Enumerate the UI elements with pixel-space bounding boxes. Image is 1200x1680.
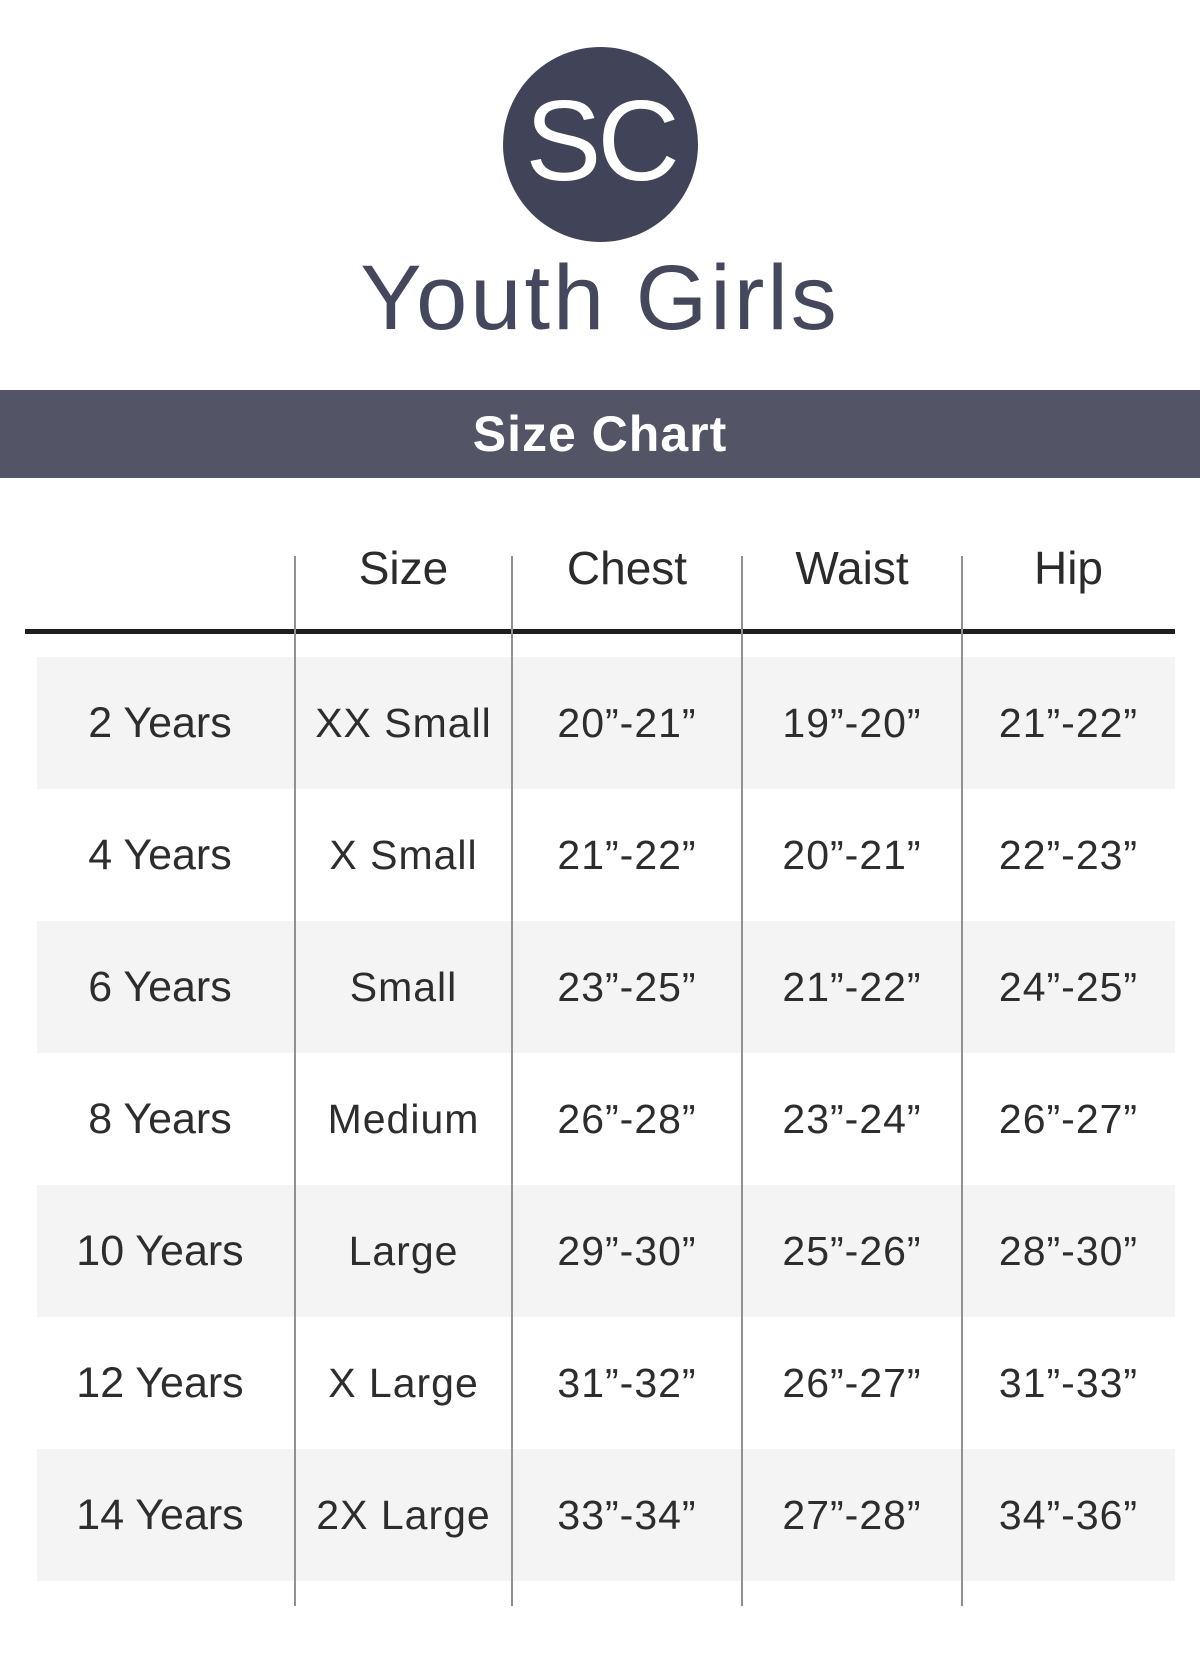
cell-waist: 23”-24”: [782, 1095, 922, 1142]
cell-hip: 26”-27”: [998, 1095, 1139, 1142]
cell-waist: 20”-21”: [782, 831, 922, 878]
size-chart-banner: Size Chart: [0, 390, 1200, 478]
cell-size: X Large: [328, 1359, 479, 1406]
cell-age: 8 Years: [88, 1094, 232, 1143]
column-header-size: Size: [358, 542, 449, 594]
cell-hip: 31”-33”: [998, 1359, 1139, 1406]
cell-hip: 22”-23”: [998, 831, 1139, 878]
brand-logo-text: SC: [525, 77, 679, 205]
size-chart-banner-label: Size Chart: [472, 406, 728, 462]
cell-size: Medium: [327, 1095, 480, 1142]
cell-age: 4 Years: [88, 830, 232, 879]
cell-chest: 23”-25”: [557, 963, 697, 1010]
cell-waist: 27”-28”: [782, 1491, 922, 1538]
cell-waist: 19”-20”: [782, 699, 922, 746]
column-divider: [961, 556, 963, 1606]
cell-age: 2 Years: [88, 698, 232, 747]
cell-chest: 21”-22”: [557, 831, 697, 878]
cell-chest: 29”-30”: [557, 1227, 697, 1274]
cell-waist: 21”-22”: [782, 963, 922, 1010]
cell-chest: 26”-28”: [557, 1095, 697, 1142]
brand-logo: SC: [503, 47, 698, 242]
cell-size: 2X Large: [316, 1491, 491, 1538]
cell-waist: 26”-27”: [782, 1359, 922, 1406]
table-row: 2 Years XX Small 20”-21” 19”-20” 21”-22”: [25, 657, 1175, 789]
column-header-waist: Waist: [795, 542, 909, 594]
table-row: 14 Years 2X Large 33”-34” 27”-28” 34”-36…: [25, 1449, 1175, 1581]
cell-waist: 25”-26”: [782, 1227, 922, 1274]
page-title: Youth Girls: [360, 247, 840, 349]
table-row: 8 Years Medium 26”-28” 23”-24” 26”-27”: [25, 1053, 1175, 1185]
table-row: 6 Years Small 23”-25” 21”-22” 24”-25”: [25, 921, 1175, 1053]
cell-hip: 34”-36”: [998, 1491, 1139, 1538]
table-row: 10 Years Large 29”-30” 25”-26” 28”-30”: [25, 1185, 1175, 1317]
header-underline: [25, 629, 1175, 634]
cell-size: Large: [348, 1227, 459, 1274]
table-row: 12 Years X Large 31”-32” 26”-27” 31”-33”: [25, 1317, 1175, 1449]
column-header-hip: Hip: [1033, 542, 1104, 594]
cell-age: 14 Years: [76, 1490, 244, 1539]
cell-age: 6 Years: [88, 962, 232, 1011]
cell-size: X Small: [329, 831, 478, 878]
column-header-chest: Chest: [566, 542, 688, 594]
cell-chest: 33”-34”: [557, 1491, 697, 1538]
cell-age: 10 Years: [76, 1226, 244, 1275]
column-divider: [741, 556, 743, 1606]
column-divider: [511, 556, 513, 1606]
cell-size: Small: [349, 963, 458, 1010]
table-row: 4 Years X Small 21”-22” 20”-21” 22”-23”: [25, 789, 1175, 921]
cell-hip: 24”-25”: [998, 963, 1139, 1010]
cell-hip: 28”-30”: [998, 1227, 1139, 1274]
cell-age: 12 Years: [76, 1358, 244, 1407]
cell-chest: 20”-21”: [557, 699, 697, 746]
column-divider: [294, 556, 296, 1606]
table-header-row: Size Chest Waist Hip: [25, 534, 1175, 602]
cell-size: XX Small: [315, 699, 492, 746]
cell-chest: 31”-32”: [557, 1359, 697, 1406]
cell-hip: 21”-22”: [998, 699, 1139, 746]
size-table-body: 2 Years XX Small 20”-21” 19”-20” 21”-22”…: [25, 657, 1175, 1581]
